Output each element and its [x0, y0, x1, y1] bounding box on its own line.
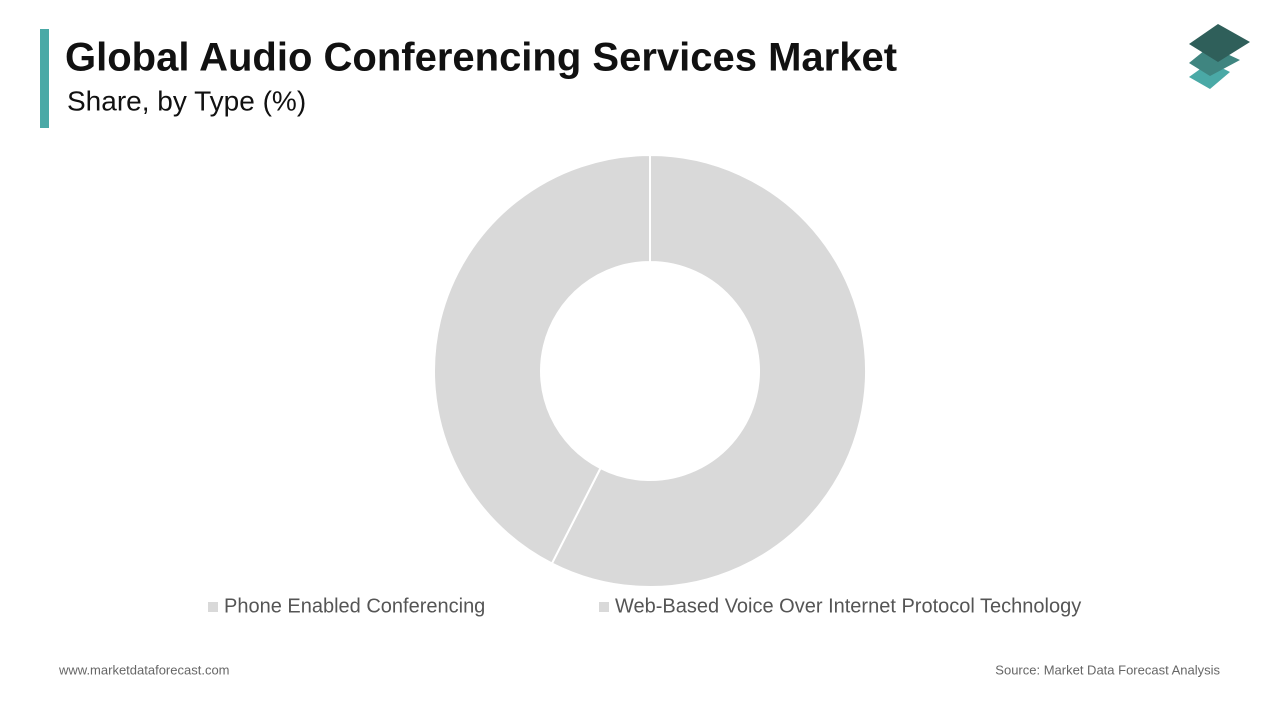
legend-marker	[208, 602, 218, 612]
donut-segment	[433, 153, 651, 565]
legend-label: Web-Based Voice Over Internet Protocol T…	[615, 595, 1081, 617]
donut-segment	[550, 153, 867, 588]
chart-subtitle: Share, by Type (%)	[67, 85, 306, 116]
title-accent	[40, 29, 49, 128]
legend-label: Phone Enabled Conferencing	[224, 595, 485, 617]
website: www.marketdataforecast.com	[58, 662, 230, 677]
source: Source: Market Data Forecast Analysis	[995, 662, 1220, 677]
chart-title: Global Audio Conferencing Services Marke…	[65, 36, 897, 80]
logo	[1189, 24, 1250, 89]
legend-marker	[599, 602, 609, 612]
